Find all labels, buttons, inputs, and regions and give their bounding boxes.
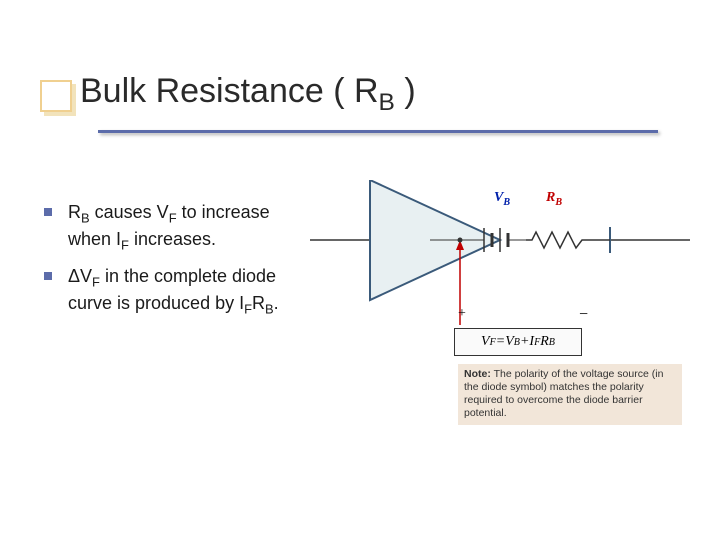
bullet-text: ΔVF in the complete diode curve is produ… [68, 264, 299, 318]
title-text: Bulk Resistance ( RB ) [80, 72, 416, 117]
diode-model-figure: VB RB + − VF = VB + IFRB Note: The polar… [310, 180, 690, 450]
bullet-text: RB causes VF to increase when IF increas… [68, 200, 299, 254]
minus-terminal: − [579, 306, 588, 324]
title-bullet-icon [40, 80, 68, 108]
square-bullet-icon [44, 272, 52, 280]
list-item: ΔVF in the complete diode curve is produ… [44, 264, 299, 318]
slide-title: Bulk Resistance ( RB ) [40, 72, 416, 117]
title-underline [98, 130, 658, 133]
vb-label: VB [494, 190, 510, 208]
bullet-list: RB causes VF to increase when IF increas… [44, 200, 299, 328]
list-item: RB causes VF to increase when IF increas… [44, 200, 299, 254]
rb-label: RB [546, 190, 562, 208]
equation-box: VF = VB + IFRB [454, 328, 582, 356]
plus-terminal: + [458, 306, 466, 322]
square-bullet-icon [44, 208, 52, 216]
note-box: Note: The polarity of the voltage source… [458, 364, 682, 425]
